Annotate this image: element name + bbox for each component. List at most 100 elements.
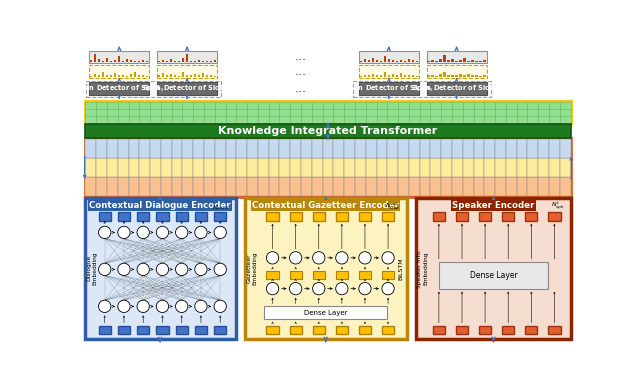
Circle shape bbox=[175, 300, 188, 313]
Bar bbox=[398, 116, 409, 123]
Bar bbox=[291, 109, 301, 116]
Bar bbox=[431, 139, 441, 158]
Bar bbox=[107, 158, 118, 177]
Bar bbox=[172, 158, 182, 177]
Bar bbox=[129, 158, 140, 177]
Text: Dense Layer: Dense Layer bbox=[304, 310, 348, 316]
Bar bbox=[365, 109, 376, 116]
Bar bbox=[420, 158, 431, 177]
Bar bbox=[415, 61, 418, 62]
Bar bbox=[364, 59, 366, 62]
Circle shape bbox=[118, 226, 130, 238]
Bar bbox=[280, 158, 291, 177]
Bar bbox=[463, 177, 474, 196]
Bar bbox=[204, 139, 215, 158]
Bar bbox=[447, 75, 449, 77]
Bar bbox=[96, 177, 107, 196]
Circle shape bbox=[118, 300, 130, 313]
Bar bbox=[86, 109, 96, 116]
Bar bbox=[538, 177, 549, 196]
Bar bbox=[186, 55, 188, 62]
Bar bbox=[90, 51, 149, 63]
Bar bbox=[355, 177, 365, 196]
Circle shape bbox=[99, 300, 111, 313]
Bar bbox=[264, 306, 387, 319]
Bar bbox=[336, 271, 348, 279]
Text: Contextual Dialogue Encoder: Contextual Dialogue Encoder bbox=[90, 201, 231, 210]
Bar bbox=[359, 65, 419, 78]
Bar bbox=[431, 158, 441, 177]
Bar bbox=[388, 59, 390, 62]
Bar bbox=[172, 116, 182, 123]
Bar bbox=[431, 177, 441, 196]
Bar bbox=[129, 109, 140, 116]
Bar bbox=[202, 61, 204, 62]
Bar bbox=[118, 326, 130, 334]
Bar bbox=[364, 74, 366, 77]
Bar bbox=[247, 139, 258, 158]
Bar bbox=[538, 101, 549, 109]
Bar bbox=[396, 61, 398, 62]
Bar bbox=[353, 81, 492, 97]
Bar bbox=[431, 116, 441, 123]
Bar bbox=[428, 75, 429, 77]
Bar bbox=[387, 109, 398, 116]
Bar bbox=[130, 74, 132, 77]
Bar bbox=[269, 101, 280, 109]
Bar bbox=[474, 158, 484, 177]
Bar bbox=[204, 158, 215, 177]
Bar bbox=[463, 58, 465, 62]
Bar bbox=[150, 139, 161, 158]
Bar bbox=[118, 139, 129, 158]
Bar bbox=[387, 158, 398, 177]
Bar bbox=[549, 158, 560, 177]
Bar bbox=[204, 101, 215, 109]
Bar bbox=[451, 74, 454, 77]
Bar bbox=[476, 74, 477, 77]
Bar bbox=[114, 73, 116, 77]
Circle shape bbox=[156, 300, 168, 313]
Bar bbox=[376, 75, 378, 77]
Bar bbox=[236, 101, 247, 109]
Bar bbox=[427, 51, 486, 63]
Bar bbox=[204, 116, 215, 123]
Bar bbox=[455, 75, 458, 77]
Bar bbox=[312, 177, 323, 196]
Bar bbox=[269, 158, 280, 177]
Bar bbox=[527, 158, 538, 177]
Bar bbox=[376, 116, 387, 123]
Bar bbox=[107, 101, 118, 109]
Bar bbox=[495, 158, 506, 177]
Circle shape bbox=[195, 226, 207, 238]
Bar bbox=[323, 177, 333, 196]
Circle shape bbox=[336, 252, 348, 264]
Bar bbox=[336, 326, 348, 334]
Bar bbox=[463, 116, 474, 123]
Bar bbox=[96, 101, 107, 109]
Bar bbox=[502, 326, 515, 334]
Bar bbox=[495, 177, 506, 196]
Bar bbox=[398, 101, 409, 109]
Bar bbox=[291, 116, 301, 123]
Bar bbox=[258, 177, 269, 196]
Circle shape bbox=[336, 283, 348, 295]
Bar bbox=[516, 116, 527, 123]
Bar bbox=[439, 262, 548, 289]
Bar bbox=[506, 139, 516, 158]
Bar bbox=[110, 61, 112, 62]
Bar bbox=[527, 139, 538, 158]
Bar bbox=[433, 212, 445, 221]
Bar bbox=[198, 60, 200, 62]
Bar bbox=[258, 101, 269, 109]
Bar bbox=[452, 101, 463, 109]
Bar bbox=[86, 116, 96, 123]
Bar bbox=[333, 116, 344, 123]
Text: Span Detector of Slotn$_e$: Span Detector of Slotn$_e$ bbox=[412, 84, 502, 94]
Bar bbox=[359, 326, 371, 334]
Bar bbox=[452, 139, 463, 158]
Circle shape bbox=[137, 226, 149, 238]
Bar bbox=[460, 60, 461, 62]
Bar bbox=[463, 101, 474, 109]
Bar bbox=[157, 65, 217, 78]
Bar bbox=[441, 177, 452, 196]
